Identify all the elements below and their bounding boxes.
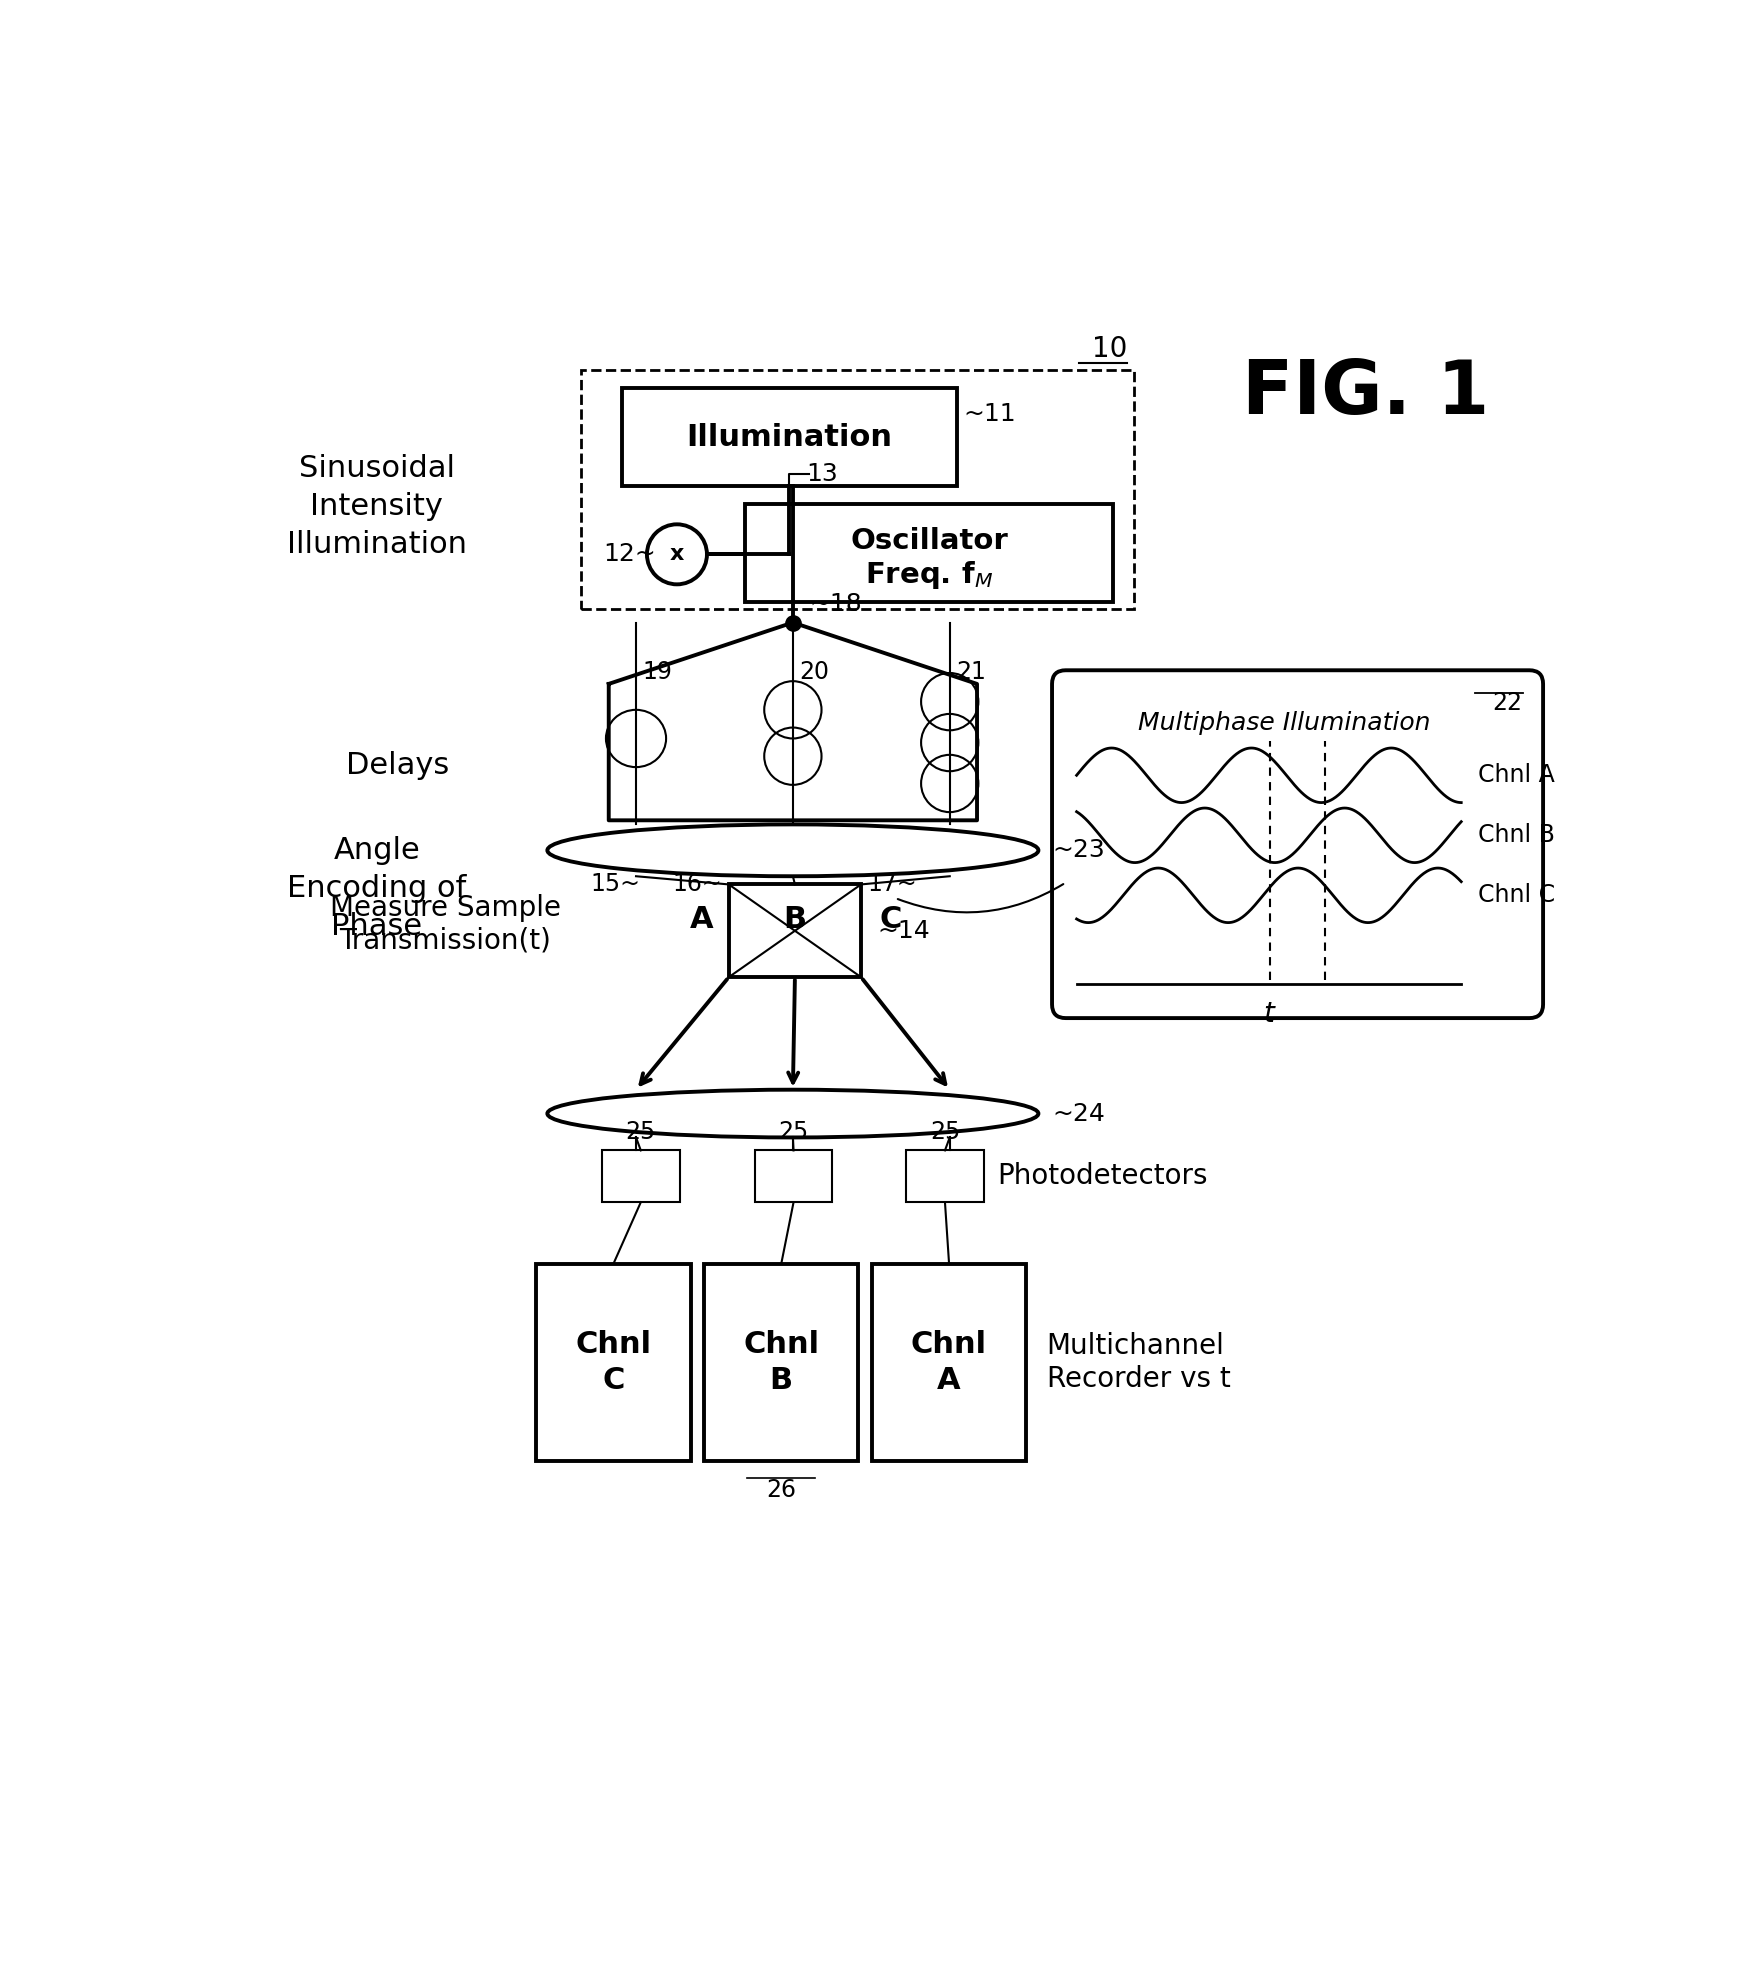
Text: Chnl B: Chnl B	[1478, 824, 1554, 848]
Text: ~18: ~18	[810, 593, 862, 616]
Text: Illumination: Illumination	[686, 422, 892, 451]
Bar	[755, 1150, 832, 1203]
Text: FIG. 1: FIG. 1	[1243, 357, 1489, 430]
Text: Freq. f$_M$: Freq. f$_M$	[866, 559, 993, 591]
Text: Delays: Delays	[345, 751, 449, 781]
FancyBboxPatch shape	[1052, 671, 1544, 1018]
Text: 25: 25	[625, 1120, 656, 1144]
Text: A: A	[690, 904, 713, 934]
Bar	[871, 1264, 1026, 1462]
Text: Oscillator: Oscillator	[850, 528, 1008, 555]
Text: Chnl A: Chnl A	[1478, 763, 1554, 787]
Text: 10: 10	[1091, 336, 1126, 363]
Text: 16~: 16~	[672, 873, 722, 897]
Bar	[623, 388, 957, 487]
Text: 20: 20	[799, 659, 829, 685]
Text: ~23: ~23	[1052, 838, 1105, 863]
Bar	[744, 504, 1114, 602]
Text: Chnl
A: Chnl A	[912, 1330, 987, 1395]
Text: 13: 13	[806, 461, 838, 487]
Text: t: t	[1264, 1001, 1274, 1028]
Text: ~14: ~14	[878, 918, 931, 944]
Text: Measure Sample
Transmission(t): Measure Sample Transmission(t)	[329, 895, 560, 954]
Text: Multiphase Illumination: Multiphase Illumination	[1137, 710, 1431, 736]
Text: 12~: 12~	[604, 542, 656, 567]
Text: B: B	[783, 904, 806, 934]
Text: 17~: 17~	[868, 873, 917, 897]
Text: 21: 21	[957, 659, 986, 685]
Bar	[581, 371, 1133, 608]
Bar	[704, 1264, 859, 1462]
Text: Multichannel
Recorder vs t: Multichannel Recorder vs t	[1047, 1332, 1230, 1393]
Text: Chnl C: Chnl C	[1478, 883, 1554, 906]
Text: Angle
Encoding of
Phase: Angle Encoding of Phase	[287, 836, 466, 942]
Bar	[602, 1150, 679, 1203]
Text: 25: 25	[929, 1120, 961, 1144]
Text: Chnl
B: Chnl B	[743, 1330, 820, 1395]
Bar	[729, 885, 861, 977]
Text: 15~: 15~	[590, 873, 641, 897]
Text: Photodetectors: Photodetectors	[998, 1162, 1207, 1191]
Text: C: C	[880, 904, 903, 934]
Text: 25: 25	[778, 1120, 808, 1144]
Text: ~24: ~24	[1052, 1101, 1105, 1126]
Text: Sinusoidal
Intensity
Illumination: Sinusoidal Intensity Illumination	[287, 453, 466, 559]
Text: 26: 26	[766, 1477, 796, 1501]
Text: Chnl
C: Chnl C	[576, 1330, 651, 1395]
Text: 19: 19	[642, 659, 672, 685]
Text: x: x	[671, 543, 685, 565]
Bar	[537, 1264, 690, 1462]
Text: 22: 22	[1492, 691, 1522, 714]
Bar	[906, 1150, 984, 1203]
Text: ~11: ~11	[963, 402, 1016, 426]
